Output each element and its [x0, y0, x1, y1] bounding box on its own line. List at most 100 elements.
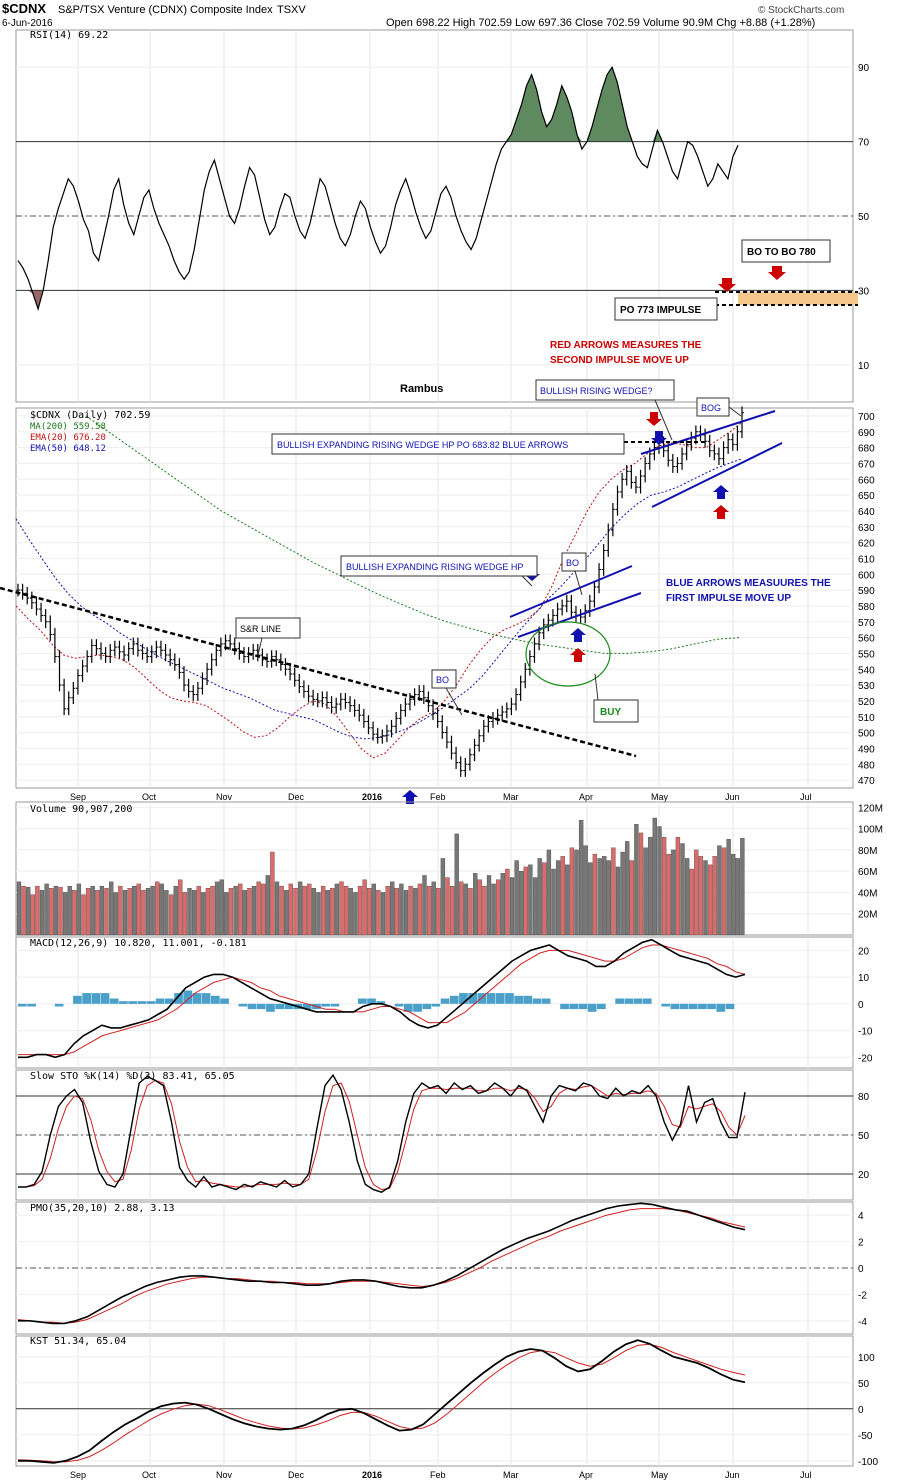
volume-bar [247, 888, 252, 936]
ma200-legend: MA(200) 559.58 [30, 422, 106, 432]
chart-exchange: TSXV [277, 4, 306, 16]
volume-bar [132, 885, 137, 936]
macd-histogram-bar [679, 1003, 689, 1010]
macd-histogram-bar [413, 1003, 422, 1012]
x-tick-label-bottom: 2016 [362, 1470, 382, 1480]
macd-histogram-bar [698, 1003, 707, 1010]
macd-histogram-bar [302, 1003, 312, 1010]
buy-callout: BUY [593, 699, 639, 723]
y-tick-label: -50 [858, 1431, 873, 1442]
volume-bar [343, 885, 349, 936]
macd-histogram-bar [459, 993, 468, 1004]
volume-bar [537, 858, 542, 936]
volume-bar [334, 883, 340, 936]
callout-pointer [257, 637, 263, 656]
volume-bar [293, 888, 298, 936]
volume-bar [463, 883, 469, 936]
x-tick-label-bottom: Jul [800, 1470, 812, 1480]
volume-bar [109, 881, 114, 936]
volume-bar [39, 890, 45, 936]
volume-bar [376, 890, 381, 936]
y-tick-label: 640 [858, 507, 875, 518]
volume-bar [178, 879, 183, 936]
volume-bar [661, 836, 667, 936]
callout-pointer [445, 687, 463, 716]
volume-bar [473, 873, 478, 936]
pmo-title: PMO(35,20,10) 2.88, 3.13 [30, 1203, 175, 1214]
volume-bar [251, 885, 257, 936]
macd-histogram-bar [128, 1001, 137, 1004]
macd-histogram-bar [247, 1003, 257, 1010]
x-tick-label: Oct [142, 792, 157, 802]
red-arrows-note-line-2: SECOND IMPULSE MOVE UP [550, 355, 689, 366]
volume-bar [583, 845, 588, 936]
kst-frame [15, 1335, 854, 1467]
volume-bar [159, 883, 164, 936]
volume-bar [353, 892, 358, 936]
y-tick-label: 60M [858, 867, 877, 878]
y-tick-label: 40M [858, 888, 877, 899]
volume-bar [505, 868, 510, 936]
y-tick-label: 550 [858, 649, 875, 660]
y-tick-label: 670 [858, 459, 875, 470]
volume-bar [648, 836, 653, 936]
volume-bar [431, 881, 436, 936]
y-tick-label: 0 [858, 1405, 864, 1416]
y-tick-label: 620 [858, 539, 875, 550]
blue-arrows-note-line-1: BLUE ARROWS MEASUURES THE [666, 578, 831, 589]
pmo-line [18, 1202, 746, 1325]
pmo-panel: -4 -2 0 2 4 [15, 1201, 867, 1335]
y-tick-label: 540 [858, 665, 875, 676]
volume-bar [491, 883, 496, 936]
volume-bar [58, 886, 63, 936]
macd-histogram-bar [587, 1003, 597, 1012]
y-tick-label: -2 [858, 1290, 867, 1301]
volume-bar [274, 881, 280, 936]
macd-histogram-bar [569, 1003, 579, 1010]
volume-bar [694, 849, 699, 936]
macd-histogram-bar [330, 1003, 340, 1007]
volume-bar [638, 832, 644, 936]
sto-k-line [18, 1073, 746, 1193]
volume-bar [136, 883, 141, 936]
volume-bar [643, 847, 648, 936]
volume-bar [242, 890, 247, 936]
macd-histogram-bar [376, 1001, 386, 1004]
bo-callout-april: BO [561, 552, 587, 572]
volume-bar [62, 892, 68, 936]
callout-pointer [654, 399, 673, 441]
volume-bar [265, 875, 270, 936]
bo-label-april: BO [566, 558, 579, 568]
kst-signal-line [17, 1343, 746, 1463]
blue-arrows-note-line-2: FIRST IMPULSE MOVE UP [666, 593, 791, 604]
volume-bar [214, 881, 220, 936]
blue-down-arrow [651, 431, 667, 445]
volume-bar [454, 833, 459, 936]
volume-bar [449, 885, 455, 936]
volume-bar [76, 883, 82, 936]
volume-bar [196, 885, 201, 936]
macd-histogram-bar [146, 1001, 156, 1004]
volume-bar [698, 856, 704, 936]
kst-panel: -100 -50 0 50 100 Sep Oct Nov Dec 2016 Feb Mar Apr Ma… [15, 1335, 878, 1480]
buy-circle [525, 621, 611, 687]
x-tick-label-bottom: Dec [288, 1470, 305, 1480]
volume-bar [201, 892, 206, 936]
y-tick-label: 500 [858, 729, 875, 740]
price-panel: 470 480 490 500 510 520 530 540 550 560 570 580 590 6… [0, 399, 875, 804]
y-tick-label: 4 [858, 1211, 864, 1222]
volume-bar [127, 888, 132, 936]
blue-up-arrow [713, 485, 729, 499]
volume-bar [16, 881, 22, 936]
macd-histogram-bar [18, 1003, 27, 1007]
chart-watermark: © StockCharts.com [758, 5, 844, 16]
macd-histogram-bar [256, 1003, 266, 1010]
volume-bar [509, 877, 515, 936]
volume-bar [629, 860, 634, 936]
volume-bar [707, 864, 713, 936]
macd-signal-line [18, 944, 746, 1056]
macd-histogram-bar [560, 1003, 569, 1010]
bog-label: BOG [701, 403, 721, 413]
volume-bar [514, 860, 519, 936]
